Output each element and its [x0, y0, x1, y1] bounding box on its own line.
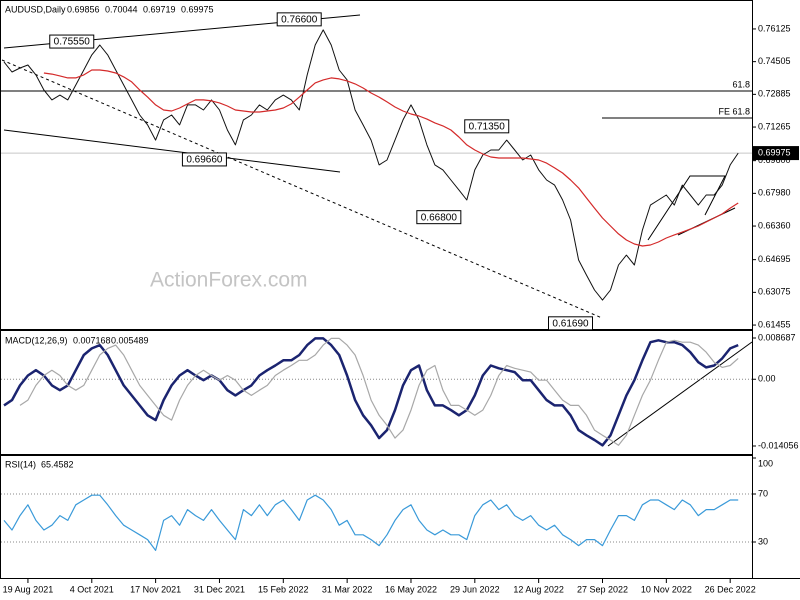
price-box-label: 0.69975	[758, 147, 791, 157]
y-tick-label: 30	[758, 536, 768, 546]
x-tick-label: 19 Aug 2021	[3, 584, 54, 594]
y-tick-label: 0.00	[758, 374, 776, 384]
signal-line	[19, 337, 739, 446]
trend-line	[1, 59, 603, 319]
price-box	[753, 146, 799, 161]
x-tick-label: 31 Mar 2022	[322, 584, 373, 594]
watermark: ActionForex.com	[150, 269, 308, 292]
x-tick-label: 26 Dec 2022	[705, 584, 756, 594]
y-tick-label: 0.76125	[758, 23, 791, 33]
pivot-box	[416, 210, 462, 225]
rsi-line	[3, 494, 739, 551]
rsi-title: RSI(14)	[5, 459, 36, 469]
x-tick-label: 15 Feb 2022	[258, 584, 309, 594]
pivot-box	[464, 119, 510, 134]
y-tick-label: 0.66360	[758, 220, 791, 230]
moving-average	[43, 69, 739, 247]
quote-value: 0.005489	[111, 335, 149, 345]
pivot-label: 0.69660	[186, 155, 223, 166]
y-tick-label: 0.74505	[758, 56, 791, 66]
triangle	[647, 175, 726, 241]
y-tick-label: 0.71265	[758, 121, 791, 131]
y-tick-label: 0.67980	[758, 188, 791, 198]
x-tick-label: 31 Dec 2021	[194, 584, 245, 594]
price-line	[3, 29, 739, 301]
x-tick-label: 12 Aug 2022	[513, 584, 564, 594]
y-tick-label: -0.014056	[758, 440, 799, 450]
pivot-label: 0.75550	[54, 37, 91, 48]
quote-value: 0.70044	[105, 4, 138, 14]
x-tick-label: 17 Nov 2021	[130, 584, 181, 594]
trend-line	[3, 129, 341, 173]
quote-value: 0.007168	[73, 335, 111, 345]
quote-value: 0.69856	[67, 4, 100, 14]
x-tick-label: 10 Nov 2022	[641, 584, 692, 594]
fib-label: FE 61.8	[718, 106, 750, 116]
pivot-box	[181, 152, 227, 167]
trend-line	[607, 341, 753, 447]
y-tick-label: 100	[758, 458, 773, 468]
pivot-label: 0.61690	[552, 318, 589, 329]
pivot-box	[49, 34, 95, 49]
pivot-label: 0.76600	[281, 14, 318, 25]
x-tick-label: 4 Oct 2021	[70, 584, 114, 594]
y-tick-label: 0.72885	[758, 89, 791, 99]
y-tick-label: 0.008687	[758, 332, 796, 342]
quote-value: 0.69719	[143, 4, 176, 14]
y-tick-label: 0.64695	[758, 254, 791, 264]
macd-title: MACD(12,26,9)	[5, 335, 68, 345]
quote-value: 65.4582	[41, 459, 74, 469]
pivot-box	[548, 316, 593, 331]
pivot-label: 0.71350	[469, 121, 506, 132]
symbol: AUDUSD,Daily	[5, 4, 66, 14]
pivot-box	[276, 12, 322, 27]
y-tick-label: 0.61455	[758, 319, 791, 329]
x-tick-label: 16 May 2022	[385, 584, 437, 594]
x-tick-label: 27 Sep 2022	[577, 584, 628, 594]
fib-label: 61.8	[732, 79, 750, 89]
y-tick-label: 70	[758, 488, 768, 498]
quote-value: 0.69975	[181, 4, 214, 14]
macd-line	[3, 337, 739, 447]
y-tick-label: 0.63075	[758, 287, 791, 297]
pivot-label: 0.66800	[421, 212, 458, 223]
x-tick-label: 29 Jun 2022	[450, 584, 500, 594]
